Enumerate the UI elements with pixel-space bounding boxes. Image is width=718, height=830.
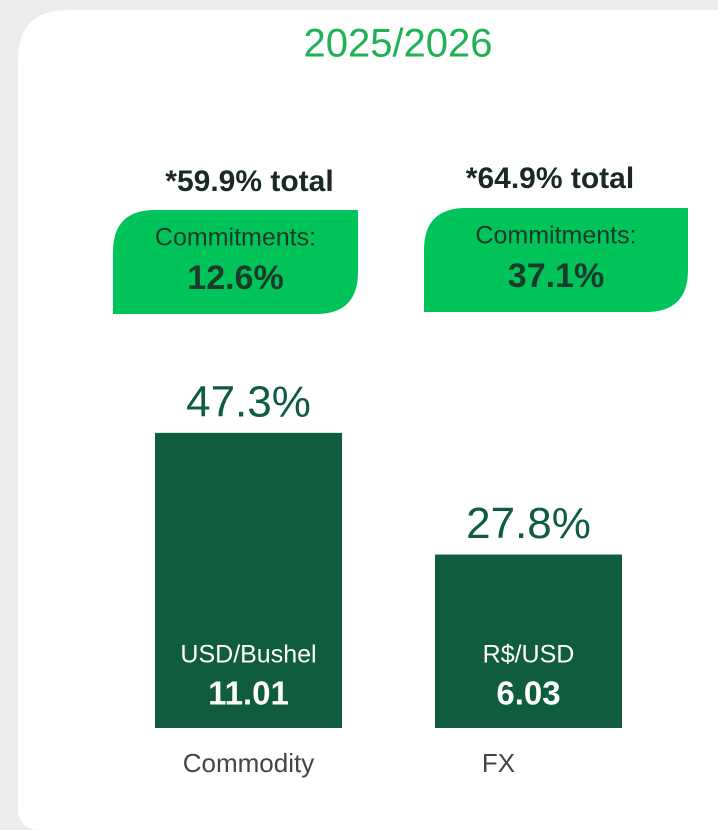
commitment-box [424, 208, 688, 312]
unit-label: R$/USD [483, 641, 575, 669]
commitment-box [113, 210, 358, 314]
price-label: 6.03 [496, 675, 560, 712]
bar [155, 432, 342, 728]
total-label: *59.9% total [165, 165, 333, 198]
commitment-caption: Commitments: [155, 224, 316, 252]
bar [435, 554, 622, 728]
value-label: 47.3% [186, 377, 311, 426]
x-tick-label: Commodity [183, 748, 314, 778]
unit-label: USD/Bushel [180, 641, 316, 669]
value-label: 27.8% [466, 499, 591, 548]
chart-title: 2025/2026 [303, 22, 492, 66]
commitment-value: 37.1% [508, 257, 604, 295]
total-label: *64.9% total [466, 162, 634, 195]
price-label: 11.01 [208, 675, 289, 712]
commitment-caption: Commitments: [475, 222, 636, 250]
commitment-value: 12.6% [187, 259, 283, 297]
x-tick-label: FX [482, 748, 515, 778]
